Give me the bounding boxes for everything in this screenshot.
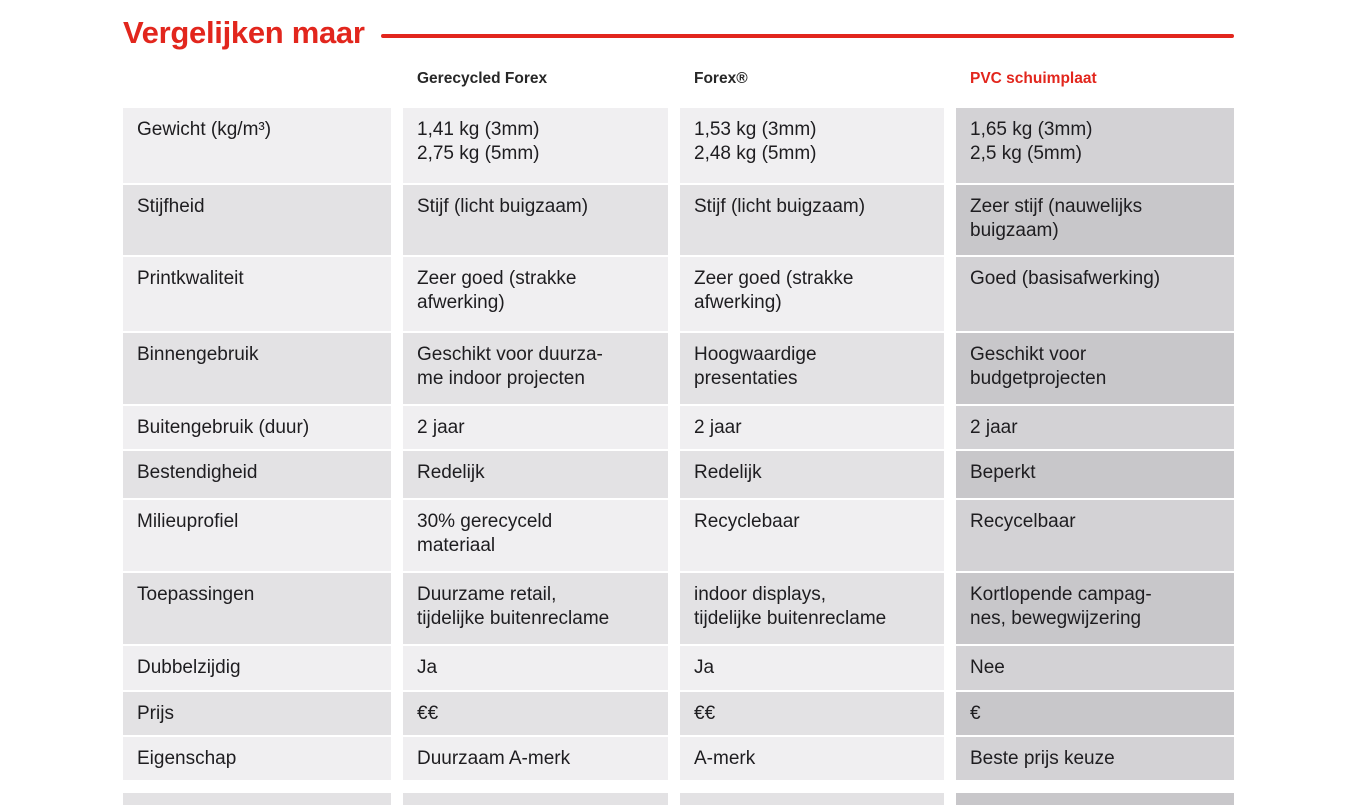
- value-cell: Ja: [403, 646, 668, 690]
- row-label: Dubbelzijdig: [123, 646, 391, 690]
- value-cell: Zeer goed (strakke afwerking): [680, 257, 944, 331]
- table-row: Bestendigheid Redelijk Redelijk Beperkt: [123, 451, 1234, 498]
- table-row: Eigenschap Duurzaam A-merk A-merk Beste pri…: [123, 737, 1234, 780]
- value-cell: indoor displays, tijdelijke buitenreclam…: [680, 573, 944, 644]
- value-cell: Goed (basisafwerking): [956, 257, 1234, 331]
- value-cell: Stijf (licht buigzaam): [403, 185, 668, 255]
- comparison-table: Gewicht (kg/m³) 1,41 kg (3mm) 2,75 kg (5m…: [123, 108, 1234, 780]
- value-cell: Kortlopende campag- nes, bewegwijzering: [956, 573, 1234, 644]
- value-cell: Nee: [956, 646, 1234, 690]
- row-label: Bestendigheid: [123, 451, 391, 498]
- value-cell: 1,53 kg (3mm) 2,48 kg (5mm): [680, 108, 944, 183]
- value-cell: Duurzame retail, tijdelijke buitenreclam…: [403, 573, 668, 644]
- row-label: Gewicht (kg/m³): [123, 108, 391, 183]
- value-cell: 2 jaar: [956, 406, 1234, 449]
- header-spacer: [123, 70, 391, 88]
- page-header: Vergelijken maar: [123, 14, 1234, 52]
- value-cell: Beperkt: [956, 451, 1234, 498]
- value-cell: 1,41 kg (3mm) 2,75 kg (5mm): [403, 108, 668, 183]
- table-header-row: Gerecycled Forex Forex® PVC schuimplaat: [123, 70, 1234, 88]
- table-row: Buitengebruik (duur) 2 jaar 2 jaar 2 jaar: [123, 406, 1234, 449]
- content: Vergelijken maar Gerecycled Forex Forex®…: [123, 0, 1234, 805]
- table-row: Stijfheid Stijf (licht buigzaam) Stijf (li…: [123, 185, 1234, 255]
- row-label: Stijfheid: [123, 185, 391, 255]
- value-cell: Duurzaam A-merk: [403, 737, 668, 780]
- column-header-forex: Forex®: [694, 70, 748, 87]
- value-cell: Geschikt voor budgetprojecten: [956, 333, 1234, 404]
- value-cell: Recyclebaar: [680, 500, 944, 571]
- cutoff-cell: [956, 793, 1234, 805]
- cutoff-cell: [123, 793, 391, 805]
- value-cell: Zeer goed (strakke afwerking): [403, 257, 668, 331]
- row-label: Milieuprofiel: [123, 500, 391, 571]
- value-cell: €: [956, 692, 1234, 735]
- page-title: Vergelijken maar: [123, 15, 365, 50]
- column-header-gerecycled-forex: Gerecycled Forex: [417, 70, 548, 87]
- table-row: Toepassingen Duurzame retail, tijdelijke …: [123, 573, 1234, 644]
- value-cell: €€: [680, 692, 944, 735]
- row-label: Toepassingen: [123, 573, 391, 644]
- table-row: Dubbelzijdig Ja Ja Nee: [123, 646, 1234, 690]
- value-cell: Stijf (licht buigzaam): [680, 185, 944, 255]
- table-row: Printkwaliteit Zeer goed (strakke afwerki…: [123, 257, 1234, 331]
- cutoff-row: [123, 793, 1234, 805]
- row-label: Buitengebruik (duur): [123, 406, 391, 449]
- table-row: Gewicht (kg/m³) 1,41 kg (3mm) 2,75 kg (5m…: [123, 108, 1234, 183]
- value-cell: Redelijk: [403, 451, 668, 498]
- value-cell: Beste prijs keuze: [956, 737, 1234, 780]
- value-cell: 2 jaar: [403, 406, 668, 449]
- value-cell: A-merk: [680, 737, 944, 780]
- value-cell: 30% gerecyceld materiaal: [403, 500, 668, 571]
- value-cell: €€: [403, 692, 668, 735]
- row-label: Printkwaliteit: [123, 257, 391, 331]
- table-row: Binnengebruik Geschikt voor duurza- me in…: [123, 333, 1234, 404]
- value-cell: Ja: [680, 646, 944, 690]
- table-row: Prijs €€ €€ €: [123, 692, 1234, 735]
- row-label: Binnengebruik: [123, 333, 391, 404]
- value-cell: Hoogwaardige presentaties: [680, 333, 944, 404]
- value-cell: Geschikt voor duurza- me indoor projecte…: [403, 333, 668, 404]
- value-cell: Recycelbaar: [956, 500, 1234, 571]
- cutoff-cell: [680, 793, 944, 805]
- value-cell: Redelijk: [680, 451, 944, 498]
- row-label: Prijs: [123, 692, 391, 735]
- cutoff-cell: [403, 793, 668, 805]
- value-cell: 1,65 kg (3mm) 2,5 kg (5mm): [956, 108, 1234, 183]
- column-header-pvc-schuimplaat: PVC schuimplaat: [970, 70, 1097, 87]
- table-row: Milieuprofiel 30% gerecyceld materiaal Rec…: [123, 500, 1234, 571]
- value-cell: Zeer stijf (nauwelijks buigzaam): [956, 185, 1234, 255]
- row-label: Eigenschap: [123, 737, 391, 780]
- value-cell: 2 jaar: [680, 406, 944, 449]
- title-rule: [380, 34, 1234, 38]
